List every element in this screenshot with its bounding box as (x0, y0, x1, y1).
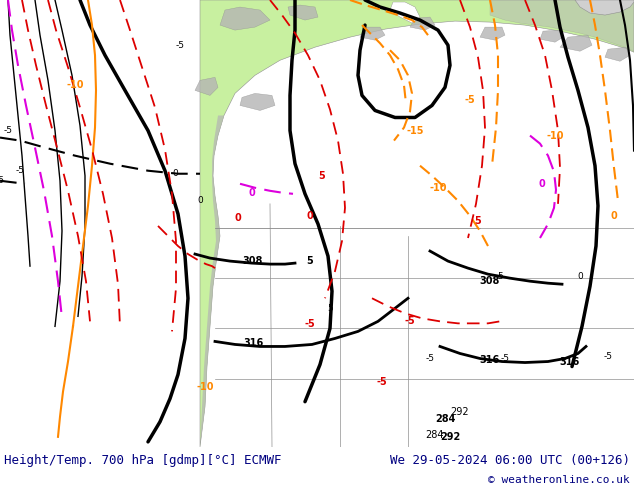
Polygon shape (390, 2, 420, 23)
Text: -5: -5 (465, 96, 476, 105)
Text: 292: 292 (440, 432, 460, 442)
Text: 5: 5 (475, 216, 481, 226)
Text: -5: -5 (404, 317, 415, 326)
Polygon shape (220, 7, 270, 30)
Text: 308: 308 (480, 276, 500, 286)
Text: 0: 0 (539, 179, 545, 189)
Text: 5: 5 (319, 171, 325, 181)
Polygon shape (540, 30, 563, 42)
Polygon shape (240, 94, 275, 110)
Polygon shape (480, 27, 505, 40)
Text: -5: -5 (425, 354, 434, 363)
Text: 5: 5 (497, 271, 503, 281)
Text: -10: -10 (197, 382, 214, 392)
Text: 316: 316 (480, 354, 500, 365)
Text: 0: 0 (172, 169, 178, 178)
Text: © weatheronline.co.uk: © weatheronline.co.uk (488, 475, 630, 485)
Polygon shape (200, 116, 224, 447)
Text: -5: -5 (4, 126, 13, 135)
Text: 284: 284 (426, 430, 444, 440)
Text: Height/Temp. 700 hPa [gdmp][°C] ECMWF: Height/Temp. 700 hPa [gdmp][°C] ECMWF (4, 454, 281, 467)
Text: 0: 0 (611, 211, 618, 221)
Text: -5: -5 (0, 176, 4, 185)
Text: 0: 0 (235, 213, 242, 223)
Text: 316: 316 (243, 339, 263, 348)
Text: -10: -10 (66, 80, 84, 90)
Text: 0: 0 (249, 188, 256, 198)
Text: We 29-05-2024 06:00 UTC (00+126): We 29-05-2024 06:00 UTC (00+126) (390, 454, 630, 467)
Text: -10: -10 (547, 130, 564, 141)
Text: 5: 5 (327, 304, 333, 313)
Text: -5: -5 (304, 319, 315, 329)
Text: 292: 292 (451, 407, 469, 416)
Text: -5: -5 (176, 41, 184, 49)
Text: 308: 308 (243, 256, 263, 266)
Text: -15: -15 (406, 125, 424, 136)
Polygon shape (575, 0, 634, 15)
Text: -5: -5 (500, 354, 510, 363)
Polygon shape (200, 0, 634, 447)
Polygon shape (360, 27, 385, 40)
Text: 316: 316 (560, 357, 580, 367)
Polygon shape (410, 17, 435, 30)
Text: 0: 0 (307, 211, 313, 221)
Text: -5: -5 (377, 377, 387, 387)
Polygon shape (288, 5, 318, 20)
Polygon shape (560, 35, 592, 51)
Text: -5: -5 (15, 166, 25, 175)
Text: 284: 284 (435, 414, 455, 424)
Text: 0: 0 (197, 196, 203, 205)
Text: 5: 5 (307, 256, 313, 266)
Text: 0: 0 (577, 271, 583, 281)
Polygon shape (490, 0, 634, 51)
Polygon shape (195, 77, 218, 96)
Polygon shape (605, 47, 630, 61)
Text: -10: -10 (429, 183, 447, 193)
Text: -5: -5 (604, 352, 612, 361)
